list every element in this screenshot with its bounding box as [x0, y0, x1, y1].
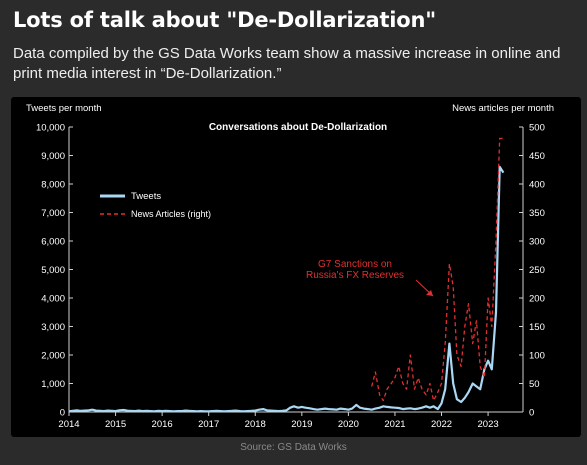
annotation-arrowhead	[426, 290, 433, 296]
sanctions-annotation: G7 Sanctions on Russia's FX Reserves	[306, 259, 434, 297]
y-right-tick-label: 450	[529, 151, 545, 162]
y-left-tick-label: 6,000	[41, 237, 65, 248]
y-left-tick-label: 3,000	[41, 322, 65, 333]
chart-panel	[11, 97, 581, 437]
legend-news-label: News Articles (right)	[131, 209, 211, 219]
y-right-tick-label: 200	[529, 294, 545, 305]
y-left-tick-label: 1,000	[41, 379, 65, 390]
y-left-tick-label: 9,000	[41, 151, 65, 162]
y-left-tick-label: 2,000	[41, 351, 65, 362]
chart-legend: Tweets News Articles (right)	[100, 191, 211, 219]
series-tweets-line	[68, 165, 505, 413]
y-left-tick-label: 0	[60, 408, 65, 419]
series-news-articles-line	[371, 137, 504, 402]
x-tick-label: 2021	[384, 419, 405, 430]
y-axis-left-label: Tweets per month	[26, 103, 102, 114]
y-right-tick-label: 500	[529, 123, 545, 134]
x-tick-label: 2016	[152, 419, 173, 430]
x-tick-label: 2015	[105, 419, 126, 430]
source-note: Source: GS Data Works	[240, 442, 347, 453]
subtitle: Data compiled by the GS Data Works team …	[13, 45, 561, 82]
x-tick-label: 2023	[478, 419, 499, 430]
chart-title: Conversations about De-Dollarization	[209, 122, 387, 133]
headline: Lots of talk about "De-Dollarization"	[13, 8, 437, 32]
y-left-tick-label: 5,000	[41, 265, 65, 276]
y-right-tick-label: 100	[529, 351, 545, 362]
legend-tweets-label: Tweets	[131, 191, 161, 202]
y-left-tick-label: 4,000	[41, 294, 65, 305]
x-tick-label: 2014	[58, 419, 79, 430]
y-right-tick-label: 350	[529, 208, 545, 219]
y-left-tick-label: 10,000	[36, 123, 65, 134]
y-axis-right-label: News articles per month	[452, 103, 554, 114]
y-right-tick-label: 150	[529, 322, 545, 333]
y-left-tick-label: 8,000	[41, 180, 65, 191]
chart-canvas: Conversations about De-Dollarization Twe…	[26, 103, 554, 430]
annotation-line-1: G7 Sanctions on	[318, 259, 392, 270]
x-tick-label: 2018	[245, 419, 266, 430]
x-tick-label: 2017	[198, 419, 219, 430]
y-right-tick-label: 50	[529, 379, 540, 390]
annotation-line-2: Russia's FX Reserves	[306, 270, 404, 281]
x-tick-label: 2022	[431, 419, 452, 430]
y-right-tick-label: 400	[529, 180, 545, 191]
y-right-tick-label: 300	[529, 237, 545, 248]
y-right-tick-label: 0	[529, 408, 534, 419]
x-tick-label: 2019	[291, 419, 312, 430]
y-left-tick-label: 7,000	[41, 208, 65, 219]
y-right-tick-label: 250	[529, 265, 545, 276]
x-tick-label: 2020	[338, 419, 359, 430]
